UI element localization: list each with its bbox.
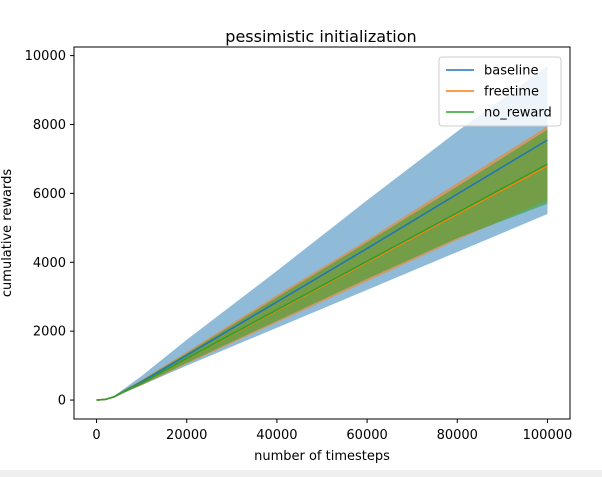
y-tick-label: 6000	[33, 187, 66, 202]
y-axis: 0 2000 4000 6000 8000 10000	[25, 49, 74, 409]
x-tick-label: 60000	[346, 428, 387, 443]
plot-frame	[73, 46, 571, 420]
series-lines	[96, 139, 548, 401]
y-tick-label: 8000	[33, 118, 66, 133]
y-tick-label: 0	[58, 394, 66, 409]
line-no-reward	[96, 163, 548, 401]
confidence-bands	[96, 65, 548, 401]
x-tick-label: 100000	[523, 428, 573, 443]
x-tick-label: 0	[92, 428, 100, 443]
band-baseline	[96, 65, 548, 401]
x-tick-label: 20000	[166, 428, 207, 443]
legend-label-freetime: freetime	[484, 85, 539, 100]
x-axis: 0 20000 40000 60000 80000 100000	[92, 419, 572, 443]
window-bottom-strip	[0, 470, 602, 477]
legend: baseline freetime no_reward	[438, 56, 562, 127]
legend-box	[438, 56, 562, 127]
y-tick-label: 10000	[25, 49, 66, 64]
y-axis-label: cumulative rewards	[0, 169, 15, 297]
y-tick-label: 2000	[33, 325, 66, 340]
x-axis-label: number of timesteps	[254, 449, 390, 464]
y-tick-label: 4000	[33, 256, 66, 271]
x-tick-label: 80000	[437, 428, 478, 443]
legend-label-baseline: baseline	[484, 64, 538, 79]
x-tick-label: 40000	[256, 428, 297, 443]
legend-label-no-reward: no_reward	[484, 106, 552, 121]
chart-title: pessimistic initialization	[225, 27, 416, 46]
